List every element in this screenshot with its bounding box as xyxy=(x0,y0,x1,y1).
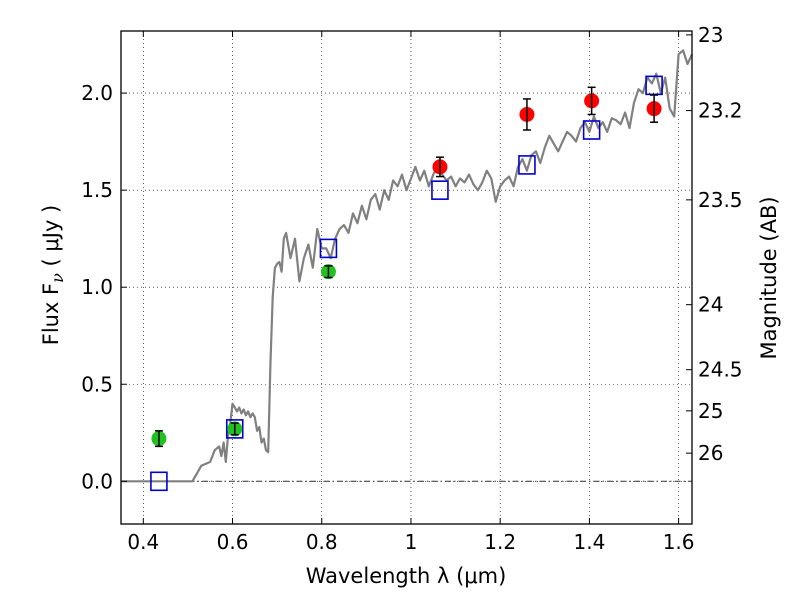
x-tick-label: 1.6 xyxy=(663,530,695,554)
plot-frame xyxy=(120,30,693,525)
x-tick-label: 1.2 xyxy=(484,530,516,554)
axis-ticks: 0.4 0.6 0.8 1 1.2 1.4 1.6 0.0 0.5 1.0 1.5 2.0 23 23.2… xyxy=(81,23,742,554)
y-tick-label: 2.0 xyxy=(81,81,113,105)
model-photometry-square xyxy=(225,419,244,439)
model-photometry-square xyxy=(319,238,338,259)
model-photometry-square xyxy=(582,120,601,140)
x-tick-label: 0.6 xyxy=(217,530,249,554)
x-tick-label: 0.8 xyxy=(306,530,338,554)
y-axis-label-text: Flux F xyxy=(39,283,63,345)
right-tick-label: 23.5 xyxy=(698,188,743,212)
model-photometry-square xyxy=(431,180,449,200)
x-tick-label: 1 xyxy=(405,530,418,554)
right-tick-label: 24.5 xyxy=(698,358,743,382)
right-tick-label: 24 xyxy=(698,293,723,317)
model-photometry-square xyxy=(150,471,168,492)
y-tick-label: 0.5 xyxy=(81,372,113,396)
plot-area xyxy=(121,49,693,492)
x-tick-label: 1.4 xyxy=(573,530,605,554)
right-tick-label: 25 xyxy=(698,399,723,423)
model-spectrum-line xyxy=(121,49,693,483)
y-tick-label: 1.5 xyxy=(81,178,113,202)
right-tick-label: 26 xyxy=(698,441,723,465)
x-tick-label: 0.4 xyxy=(127,530,159,554)
y-tick-label: 1.0 xyxy=(81,275,113,299)
right-tick-label: 23 xyxy=(698,23,723,47)
model-photometry-square xyxy=(518,155,536,175)
x-axis-label: Wavelength λ (μm) xyxy=(306,564,507,588)
y-axis-label: Flux Fν ( μJy ) xyxy=(39,205,67,346)
right-axis-label: Magnitude (AB) xyxy=(757,196,781,359)
y-axis-label-unit: ( μJy ) xyxy=(39,205,63,273)
y-tick-label: 0.0 xyxy=(81,469,113,493)
y-axis-label-subscript: ν xyxy=(48,273,67,283)
right-tick-label: 23.2 xyxy=(698,99,743,123)
